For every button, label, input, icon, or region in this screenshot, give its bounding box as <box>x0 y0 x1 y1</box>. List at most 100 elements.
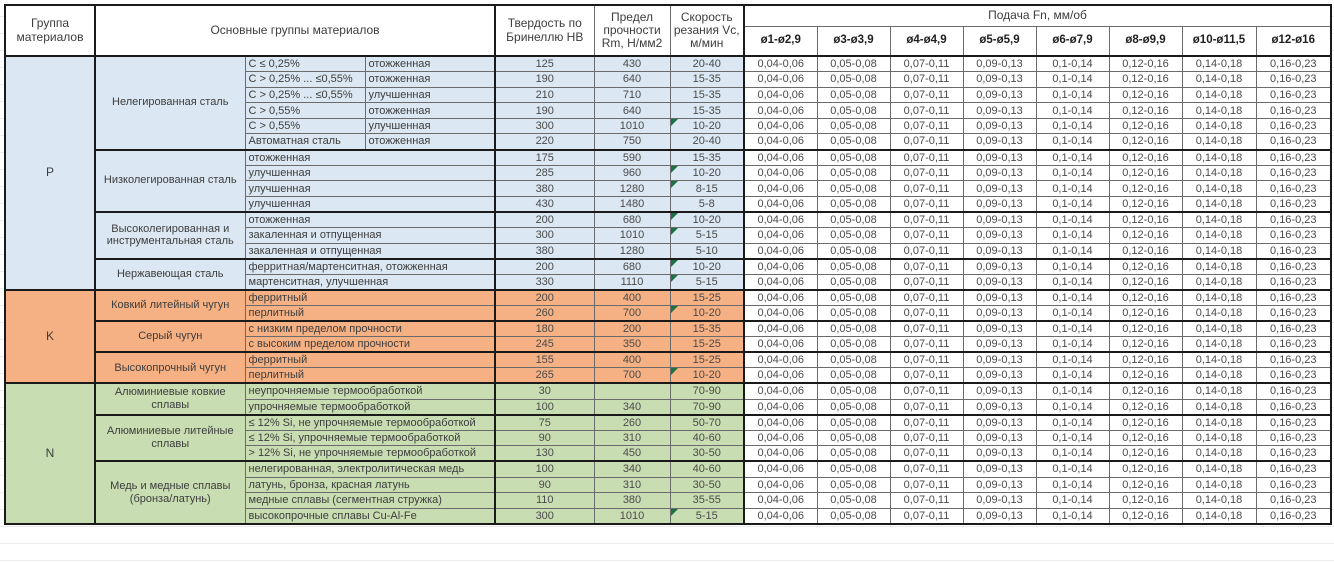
feed-value-cell: 0,04-0,06 <box>743 460 818 478</box>
material-subtype-cell: ≤ 12% Si, упрочняемые термообработкой <box>244 429 496 447</box>
feed-value-cell: 0,05-0,08 <box>816 117 891 135</box>
material-subtype-cell: > 12% Si, не упрочняемые термообработкой <box>244 445 496 462</box>
feed-value-cell: 0,1-0,14 <box>1035 164 1110 182</box>
feed-value-cell: 0,09-0,13 <box>962 305 1037 322</box>
feed-value-cell: 0,1-0,14 <box>1035 492 1110 509</box>
cutting-speed-cell: 5-8 <box>669 195 745 213</box>
feed-value-cell: 0,05-0,08 <box>816 164 891 182</box>
material-family-cell: Нелегированная сталь <box>94 55 246 151</box>
material-subtype-cell: ферритная/мартенситная, отожженная <box>244 257 496 275</box>
cutting-speed-cell: 10-20 <box>669 164 745 182</box>
col-header-feed-d1: ø1-ø2,9 <box>743 25 818 57</box>
cutting-speed-cell: 10-20 <box>669 305 745 322</box>
feed-value-cell: 0,16-0,23 <box>1255 476 1332 494</box>
feed-value-cell: 0,05-0,08 <box>816 351 891 369</box>
material-subtype-cell: с низким пределом прочности <box>244 320 496 338</box>
table-row: Медь и медные сплавы (бронза/латунь) неле… <box>5 460 1332 525</box>
feed-value-cell: 0,05-0,08 <box>816 133 891 151</box>
material-condition-cell: улучшенная <box>364 117 496 135</box>
feed-value-cell: 0,04-0,06 <box>743 288 818 306</box>
feed-value-cell: 0,14-0,18 <box>1181 71 1257 88</box>
material-subtype-cell: неупрочняемые термообработкой <box>244 382 496 400</box>
feed-value-cell: 0,1-0,14 <box>1035 336 1110 353</box>
material-condition-cell: отожженная <box>364 55 496 73</box>
material-subtype-cell: ферритный <box>244 351 496 369</box>
table-row: закаленная и отпущенная 300 1010 5-15 0,04-0… <box>5 227 1332 244</box>
hardness-value-cell: 90 <box>494 429 595 447</box>
hardness-value-cell: 245 <box>494 336 595 353</box>
strength-value-cell: 350 <box>593 336 671 353</box>
feed-value-cell: 0,09-0,13 <box>962 71 1037 88</box>
feed-value-cell: 0,07-0,11 <box>889 413 964 431</box>
feed-value-cell: 0,16-0,23 <box>1255 507 1332 525</box>
feed-value-cell: 0,09-0,13 <box>962 351 1037 369</box>
feed-value-cell: 0,09-0,13 <box>962 382 1037 400</box>
table-row: улучшенная 380 1280 8-15 0,04-0,06 0,05-0,08 0… <box>5 180 1332 197</box>
feed-value-cell: 0,14-0,18 <box>1181 507 1257 525</box>
feed-value-cell: 0,1-0,14 <box>1035 305 1110 322</box>
hardness-value-cell: 300 <box>494 117 595 135</box>
hardness-value-cell: 300 <box>494 507 595 525</box>
feed-value-cell: 0,09-0,13 <box>962 86 1037 104</box>
table-row: K Ковкий литейный чугун ферритный 200 400 15-… <box>4 288 1332 384</box>
feed-value-cell: 0,16-0,23 <box>1255 210 1332 229</box>
material-subtype-cell: C > 0,25% ... ≤0,55% <box>244 86 366 104</box>
table-row: Низколегированная сталь отожженная 175 590 1… <box>5 148 1332 213</box>
hardness-value-cell: 330 <box>494 273 595 291</box>
feed-value-cell: 0,12-0,16 <box>1108 117 1183 135</box>
feed-value-cell: 0,1-0,14 <box>1035 476 1110 494</box>
feed-value-cell: 0,16-0,23 <box>1255 305 1332 322</box>
feed-value-cell: 0,04-0,06 <box>743 429 818 447</box>
feed-value-cell: 0,04-0,06 <box>743 133 818 151</box>
strength-value-cell: 310 <box>593 476 671 494</box>
strength-value-cell: 960 <box>593 164 671 182</box>
strength-value-cell: 380 <box>593 492 671 509</box>
cutting-speed-cell: 5-10 <box>669 242 745 260</box>
feed-value-cell: 0,14-0,18 <box>1181 257 1257 275</box>
cutting-speed-cell: 15-25 <box>669 288 745 306</box>
cell-error-marker-icon <box>671 509 678 516</box>
table-row: упрочняемые термообработкой 100 340 70-90 0,… <box>5 398 1332 416</box>
feed-value-cell: 0,14-0,18 <box>1181 351 1257 369</box>
cutting-speed-cell: 20-40 <box>669 133 745 151</box>
cutting-data-table: Группа материалов Основные группы матери… <box>4 4 1333 525</box>
group-letter-cell: P <box>4 55 96 291</box>
group-letter-cell: N <box>4 382 96 525</box>
col-header-strength: Предел прочности Rm, Н/мм2 <box>593 4 671 57</box>
hardness-value-cell: 260 <box>494 305 595 322</box>
material-family-cell: Алюминиевые ковкие сплавы <box>94 382 246 416</box>
feed-value-cell: 0,14-0,18 <box>1181 180 1257 197</box>
hardness-value-cell: 265 <box>494 367 595 384</box>
strength-value-cell: 340 <box>593 398 671 416</box>
material-subtype-cell: латунь, бронза, красная латунь <box>244 476 496 494</box>
feed-value-cell: 0,05-0,08 <box>816 367 891 384</box>
col-header-feed-group: Подача Fn, мм/об <box>743 4 1332 27</box>
feed-value-cell: 0,1-0,14 <box>1035 413 1110 431</box>
feed-value-cell: 0,04-0,06 <box>743 351 818 369</box>
table-row: перлитный 260 700 10-20 0,04-0,06 0,05-0,08 0,… <box>5 305 1332 322</box>
material-subtype-cell: высокопрочные сплавы Cu-Al-Fe <box>244 507 496 525</box>
feed-value-cell: 0,12-0,16 <box>1108 288 1183 306</box>
feed-value-cell: 0,1-0,14 <box>1035 242 1110 260</box>
feed-value-cell: 0,16-0,23 <box>1255 195 1332 213</box>
feed-value-cell: 0,16-0,23 <box>1255 492 1332 509</box>
feed-value-cell: 0,05-0,08 <box>816 148 891 166</box>
feed-value-cell: 0,05-0,08 <box>816 476 891 494</box>
feed-value-cell: 0,12-0,16 <box>1108 210 1183 229</box>
feed-value-cell: 0,12-0,16 <box>1108 71 1183 88</box>
feed-value-cell: 0,14-0,18 <box>1181 273 1257 291</box>
hardness-value-cell: 300 <box>494 227 595 244</box>
col-header-feed-d5: ø6-ø7,9 <box>1035 25 1110 57</box>
hardness-value-cell: 380 <box>494 180 595 197</box>
feed-value-cell: 0,09-0,13 <box>962 288 1037 306</box>
strength-value-cell: 1010 <box>593 507 671 525</box>
feed-value-cell: 0,12-0,16 <box>1108 413 1183 431</box>
feed-value-cell: 0,07-0,11 <box>889 195 964 213</box>
feed-value-cell: 0,04-0,06 <box>743 367 818 384</box>
material-subtype-cell: закаленная и отпущенная <box>244 227 496 244</box>
feed-value-cell: 0,1-0,14 <box>1035 227 1110 244</box>
strength-value-cell: 700 <box>593 305 671 322</box>
material-family-cell: Серый чугун <box>94 320 246 353</box>
spreadsheet-region: Группа материалов Основные группы матери… <box>4 4 1333 525</box>
cutting-speed-cell: 10-20 <box>669 117 745 135</box>
